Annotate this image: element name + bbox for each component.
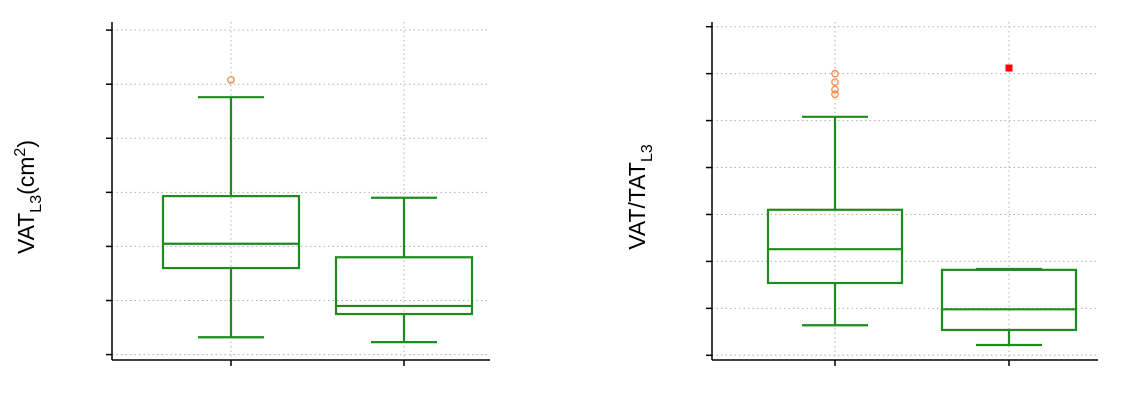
panel-a-y-axis-label: VATL3(cm2) bbox=[12, 140, 45, 254]
panel-b-outlier-point bbox=[831, 90, 839, 99]
panel-a-y-label-superscript: 2 bbox=[12, 148, 29, 157]
panel-a-y-label-unit: (cm bbox=[13, 157, 39, 195]
panel-b-box bbox=[766, 208, 904, 285]
panel-a-y-label-subscript: L3 bbox=[28, 195, 45, 213]
panel-b-outlier-point bbox=[831, 69, 839, 78]
panel-a-y-label-unit-close: ) bbox=[13, 140, 39, 148]
panel-a-box bbox=[334, 256, 474, 316]
panel-b-outlier-point bbox=[831, 85, 839, 94]
panel-b-outlier-point bbox=[831, 78, 839, 86]
panel-a-box bbox=[161, 195, 301, 270]
panel-b-y-axis-label: VAT/TATL3 bbox=[624, 144, 656, 250]
panel-b-y-label-subscript: L3 bbox=[639, 144, 656, 162]
panel-b-y-label-base: VAT/TAT bbox=[624, 162, 650, 250]
panel-a-outlier-point bbox=[227, 76, 235, 84]
panel-a-y-label-base: VAT bbox=[13, 213, 39, 254]
panel-b-outlier-point bbox=[1005, 64, 1013, 72]
panel-b-box bbox=[940, 268, 1078, 332]
